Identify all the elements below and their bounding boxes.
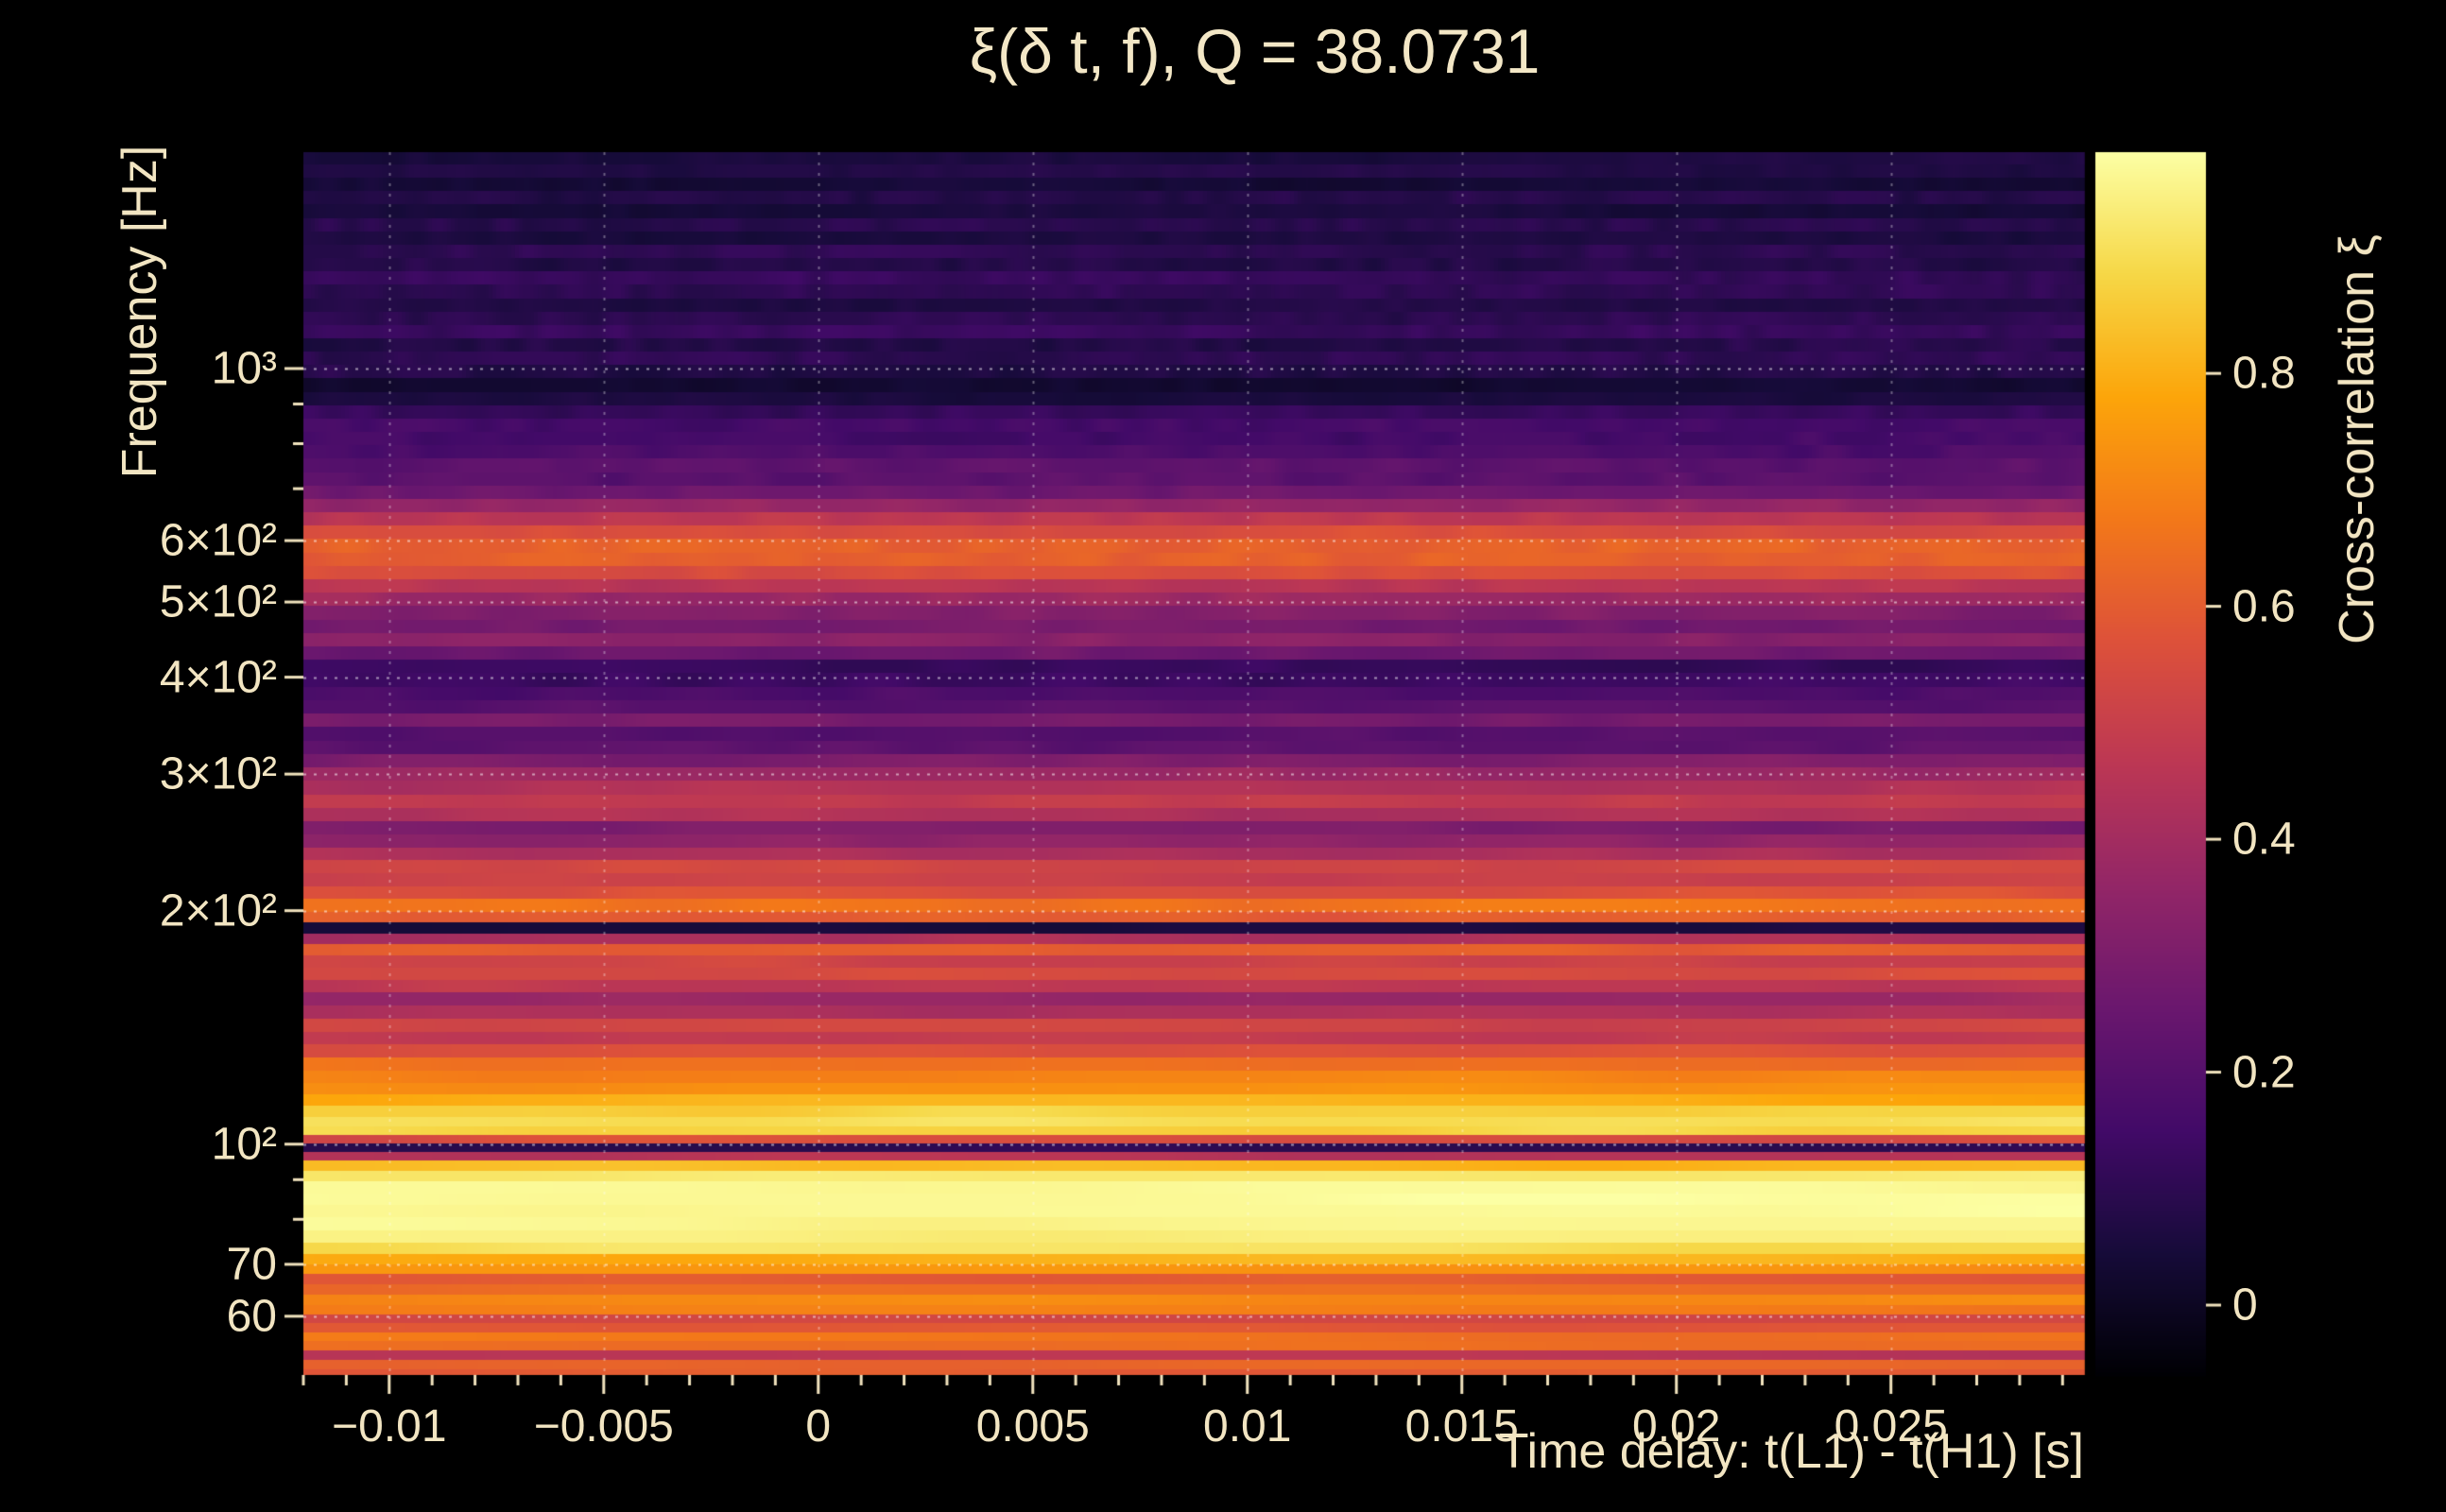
x-tick-label: 0 [805,1401,832,1452]
chart-title: ξ(δ t, f), Q = 38.0731 [969,16,1541,86]
x-tick-label: 0.005 [975,1401,1090,1452]
x-tick-label: −0.005 [533,1401,674,1452]
y-tick-label: 70 [226,1239,277,1290]
y-axis-label: Frequency [Hz] [112,145,167,479]
y-tick-label: 2×10² [159,885,277,936]
x-tick-label: 0.025 [1834,1401,1948,1452]
colorbar-tick-label: 0.4 [2232,814,2296,865]
y-tick-label: 60 [226,1291,277,1342]
y-tick-label: 10² [211,1119,277,1170]
y-tick-label: 4×10² [159,652,277,703]
colorbar-label: Cross-correlation ξ [2330,234,2385,644]
colorbar-tick-label: 0.6 [2232,581,2296,632]
colorbar-tick-label: 0.2 [2232,1047,2296,1098]
x-tick-label: 0.02 [1632,1401,1721,1452]
x-axis-label: Time delay: t(L1) - t(H1) [s] [1498,1424,2084,1479]
y-tick-label: 10³ [211,343,277,394]
x-tick-label: −0.01 [332,1401,447,1452]
y-tick-label: 6×10² [159,515,277,566]
x-tick-label: 0.01 [1203,1401,1292,1452]
y-tick-label: 3×10² [159,748,277,799]
y-tick-label: 5×10² [159,576,277,627]
colorbar-tick-label: 0 [2232,1280,2258,1331]
colorbar-tick-label: 0.8 [2232,348,2296,399]
x-tick-label: 0.015 [1404,1401,1519,1452]
